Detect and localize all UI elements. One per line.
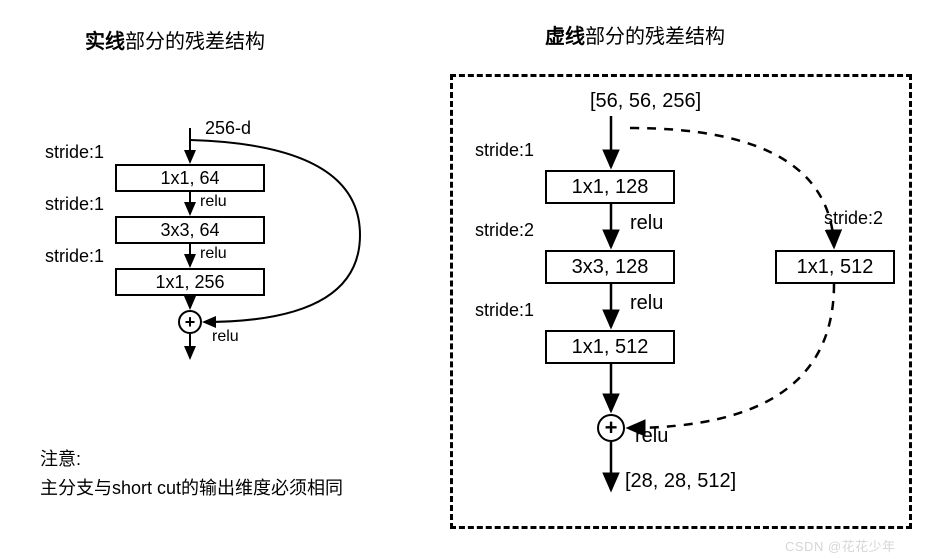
right-output-label: [28, 28, 512] <box>625 470 736 493</box>
title-right-rest: 部分的残差结构 <box>585 26 725 48</box>
title-right-bold: 虚线 <box>545 26 585 48</box>
right-input-label: [56, 56, 256] <box>590 90 701 113</box>
left-relu-1: relu <box>200 245 227 263</box>
right-shortcut-stride: stride:2 <box>824 208 883 229</box>
left-relu-0: relu <box>200 193 227 211</box>
left-block-2: 1x1, 256 <box>115 268 265 296</box>
right-block-0: 1x1, 128 <box>545 170 675 204</box>
title-left-bold: 实线 <box>85 31 125 53</box>
note-line2: 主分支与short cut的输出维度必须相同 <box>40 474 343 503</box>
left-block-0: 1x1, 64 <box>115 164 265 192</box>
right-relu-1: relu <box>630 292 663 315</box>
right-block-2: 1x1, 512 <box>545 330 675 364</box>
right-stride-2: stride:1 <box>475 300 534 321</box>
note-line1: 注意: <box>40 445 343 474</box>
note-block: 注意: 主分支与short cut的输出维度必须相同 <box>40 445 343 503</box>
right-relu-0: relu <box>630 212 663 235</box>
right-shortcut-block: 1x1, 512 <box>775 250 895 284</box>
left-stride-1: stride:1 <box>45 194 104 215</box>
watermark: CSDN @花花少年 <box>785 536 896 555</box>
title-left-rest: 部分的残差结构 <box>125 31 265 53</box>
left-input-label: 256-d <box>205 118 251 139</box>
left-relu-2: relu <box>212 328 239 346</box>
left-block-1: 3x3, 64 <box>115 216 265 244</box>
right-relu-2: relu <box>635 425 668 448</box>
right-stride-1: stride:2 <box>475 220 534 241</box>
right-block-1: 3x3, 128 <box>545 250 675 284</box>
title-right: 虚线部分的残差结构 <box>545 20 725 49</box>
left-stride-0: stride:1 <box>45 142 104 163</box>
left-stride-2: stride:1 <box>45 246 104 267</box>
title-left: 实线部分的残差结构 <box>85 25 265 54</box>
right-stride-0: stride:1 <box>475 140 534 161</box>
left-plus-icon: + <box>178 310 202 334</box>
right-plus-icon: + <box>597 414 625 442</box>
